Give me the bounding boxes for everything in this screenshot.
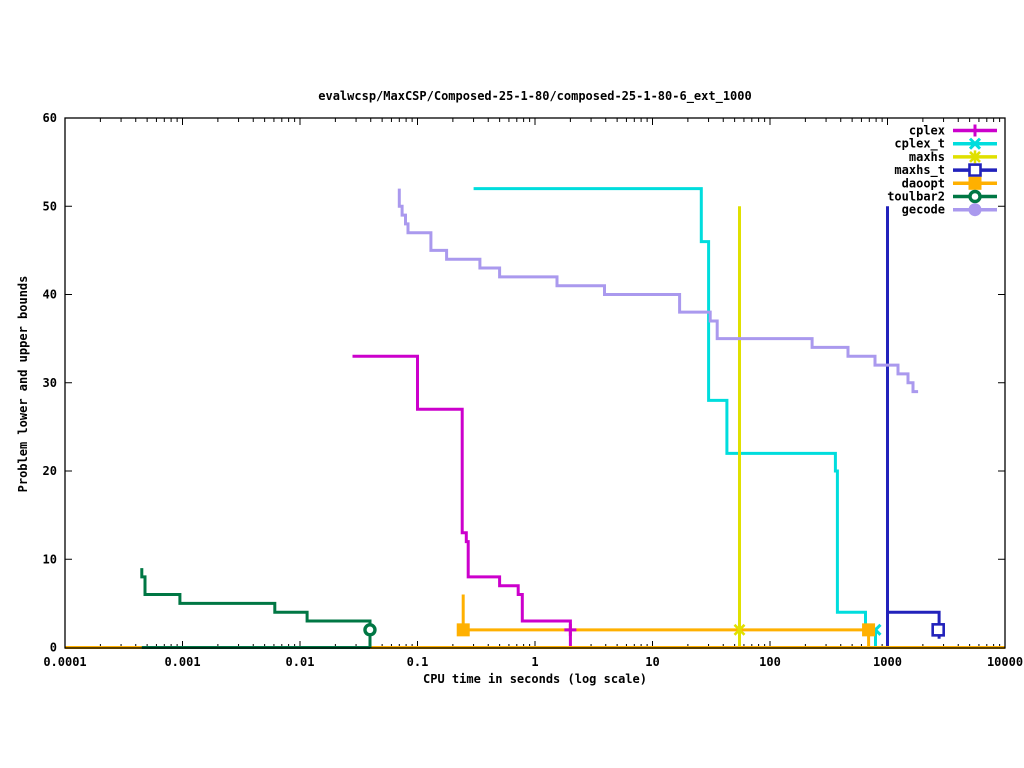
axis-ticks [64, 117, 1006, 648]
markers-maxhs [733, 623, 746, 637]
legend-item-cplex [953, 124, 997, 137]
legend [953, 124, 997, 217]
x-tick-label: 100 [759, 655, 781, 669]
y-tick-label: 50 [43, 199, 57, 213]
x-tick-label: 10 [645, 655, 659, 669]
y-tick-label: 0 [50, 641, 57, 655]
y-tick-label: 30 [43, 376, 57, 390]
x-tick-label: 0.001 [164, 655, 200, 669]
legend-item-maxhs_t [953, 163, 997, 177]
markers-cplex [564, 623, 577, 636]
legend-item-gecode [953, 203, 997, 217]
chart-title: evalwcsp/MaxCSP/Composed-25-1-80/compose… [318, 89, 752, 103]
markers-maxhs_t [931, 623, 945, 637]
y-tick-label: 20 [43, 464, 57, 478]
x-tick-label: 1 [531, 655, 538, 669]
legend-item-toulbar2 [953, 189, 997, 204]
legend-label: daoopt [902, 176, 945, 190]
x-tick-label: 0.01 [286, 655, 315, 669]
series-maxhs_t [886, 206, 941, 648]
series-toulbar2 [140, 568, 372, 649]
markers-daoopt [456, 623, 876, 637]
legend-item-daoopt [953, 176, 997, 190]
y-tick-label: 40 [43, 288, 57, 302]
series-cplex [352, 354, 572, 648]
legend-label: maxhs_t [894, 163, 945, 178]
legend-label: toulbar2 [887, 190, 945, 204]
y-tick-label: 10 [43, 552, 57, 566]
x-axis-label: CPU time in seconds (log scale) [423, 672, 647, 686]
legend-item-maxhs [953, 150, 997, 164]
x-tick-label: 10000 [987, 655, 1023, 669]
legend-label: maxhs [909, 150, 945, 164]
legend-item-cplex_t [953, 137, 997, 150]
series-cplex_t [473, 187, 877, 648]
x-tick-label: 0.1 [407, 655, 429, 669]
legend-label: cplex_t [894, 137, 945, 152]
x-tick-label: 0.0001 [43, 655, 86, 669]
legend-label: gecode [902, 203, 945, 217]
legend-label: cplex [909, 124, 945, 138]
series-gecode [397, 188, 919, 394]
x-tick-label: 1000 [873, 655, 902, 669]
y-tick-label: 60 [43, 111, 57, 125]
plot-border [64, 117, 1006, 649]
markers-toulbar2 [363, 623, 377, 637]
